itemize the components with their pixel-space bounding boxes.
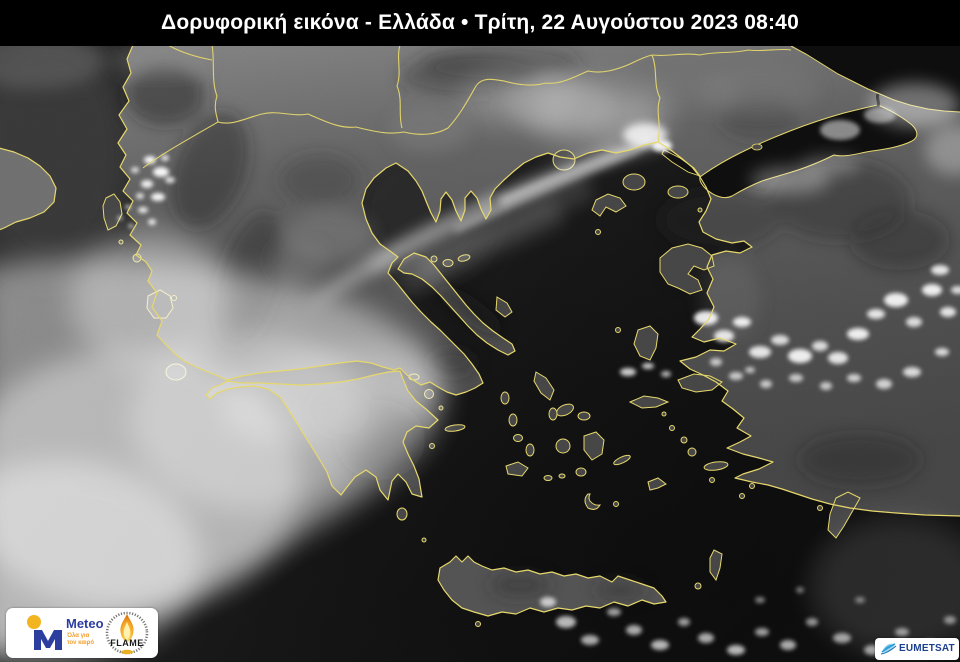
provider-logos-panel: Meteo Όλα για τον καιρό FLAME — [6, 608, 158, 658]
meteo-tagline-line1: Όλα για — [67, 633, 90, 639]
flame-logo-icon — [105, 611, 149, 655]
flame-logo-label: FLAME — [110, 638, 144, 648]
meteo-logo-label: Meteo — [66, 616, 104, 631]
eumetsat-logo-panel: EUMETSAT — [875, 638, 959, 660]
meteo-logo-icon — [27, 615, 62, 650]
eumetsat-logo-label: EUMETSAT — [899, 643, 955, 654]
title-bar: Δορυφορική εικόνα - Ελλάδα • Τρίτη, 22 Α… — [0, 0, 960, 46]
film-grain-overlay — [0, 46, 960, 662]
eumetsat-logo-icon — [880, 643, 897, 655]
meteo-tagline-line2: τον καιρό — [67, 640, 95, 646]
satellite-map — [0, 33, 960, 662]
satellite-image-canvas — [0, 33, 960, 662]
page-title: Δορυφορική εικόνα - Ελλάδα • Τρίτη, 22 Α… — [161, 11, 799, 34]
